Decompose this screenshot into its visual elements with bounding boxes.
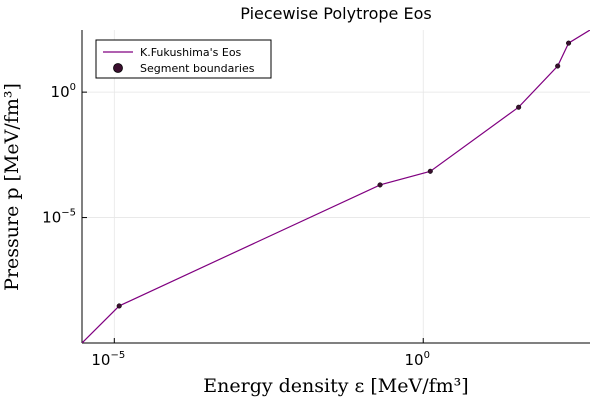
legend: K.Fukushima's Eos Segment boundaries xyxy=(95,39,272,79)
legend-box xyxy=(95,39,272,79)
grid-lines xyxy=(82,30,590,343)
segment-boundary-point-2 xyxy=(427,168,433,174)
tick-marks xyxy=(82,91,424,343)
segment-boundary-point-4 xyxy=(555,63,561,69)
legend-marker-swatch xyxy=(113,63,123,73)
legend-entry-line: K.Fukushima's Eos xyxy=(140,46,242,59)
x-axis-label: Energy density ε [MeV/fm³] xyxy=(203,375,468,397)
segment-boundary-point-1 xyxy=(377,182,383,188)
x-tick-label-1: 100 xyxy=(405,350,430,369)
chart-title: Piecewise Polytrope Eos xyxy=(240,4,431,23)
x-tick-labels: 10−5 100 xyxy=(91,350,430,369)
y-tick-label-0: 10−5 xyxy=(42,208,76,227)
segment-boundary-point-0 xyxy=(116,303,122,309)
plot-area xyxy=(82,30,590,343)
y-tick-label-1: 100 xyxy=(51,82,76,101)
y-axis-label: Pressure p [MeV/fm³] xyxy=(1,83,23,291)
segment-boundary-point-5 xyxy=(566,40,572,46)
legend-entry-markers: Segment boundaries xyxy=(140,62,255,75)
series-line-eos xyxy=(82,30,590,343)
segment-boundary-point-3 xyxy=(516,104,522,110)
y-tick-labels: 10−5 100 xyxy=(42,82,76,226)
x-tick-label-0: 10−5 xyxy=(91,350,125,369)
